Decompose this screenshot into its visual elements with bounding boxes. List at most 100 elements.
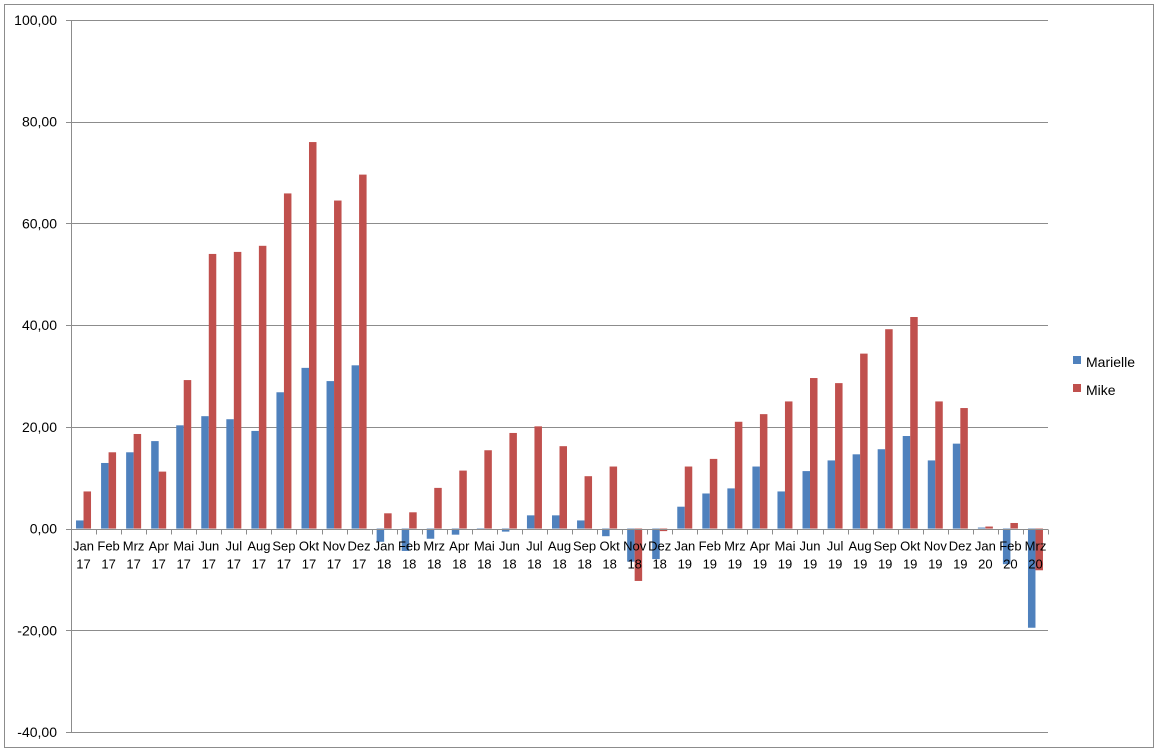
bar-marielle-20	[577, 520, 585, 529]
x-tick-label-year: 18	[377, 557, 391, 572]
bar-marielle-16	[476, 528, 485, 530]
bar-marielle-23	[652, 528, 660, 560]
bar-marielle-38	[1027, 528, 1036, 628]
x-tick-label-month: Jul	[526, 539, 543, 554]
x-tick-label-month: Jun	[198, 539, 219, 554]
bar-mike-9	[308, 142, 317, 529]
x-tick-label-month: Apr	[149, 539, 170, 554]
bar-mike-12	[384, 513, 392, 529]
x-tick-label-year: 18	[527, 557, 541, 572]
bar-marielle-19	[552, 515, 560, 529]
bars	[76, 142, 1043, 628]
bar-marielle-3	[151, 441, 159, 529]
x-tick-label-month: Jun	[800, 539, 821, 554]
x-tick-label-month: Okt	[900, 539, 921, 554]
x-tick-label-month: Jan	[975, 539, 996, 554]
x-tick-label-year: 19	[903, 557, 917, 572]
x-tick-label-month: Mrz	[423, 539, 445, 554]
x-tick-label-year: 20	[1003, 557, 1017, 572]
legend-swatch-mike	[1073, 384, 1081, 392]
x-tick-label-month: Jan	[73, 539, 94, 554]
legend-swatch-marielle	[1073, 356, 1081, 364]
chart-frame	[4, 4, 1154, 748]
x-tick-label-month: Mrz	[123, 539, 145, 554]
bar-mike-10	[334, 200, 342, 529]
x-tick-label-year: 19	[878, 557, 892, 572]
x-tick-label-year: 19	[928, 557, 942, 572]
x-tick-label-month: Jan	[674, 539, 695, 554]
x-tick-label-month: Okt	[599, 539, 620, 554]
bar-mike-34	[935, 401, 943, 529]
bar-marielle-33	[902, 436, 911, 529]
bar-mike-1	[108, 452, 117, 529]
x-tick-label-year: 18	[502, 557, 516, 572]
x-tick-label-month: Mrz	[724, 539, 746, 554]
bar-mike-27	[759, 414, 768, 529]
bar-mike-3	[158, 471, 167, 529]
bar-marielle-9	[301, 367, 309, 529]
axes	[66, 20, 1049, 733]
x-tick-label-year: 19	[703, 557, 717, 572]
bar-mike-37	[1010, 522, 1018, 529]
x-tick-label-year: 19	[753, 557, 767, 572]
bar-marielle-32	[877, 449, 886, 529]
x-tick-label-year: 20	[978, 557, 992, 572]
bar-marielle-11	[351, 365, 360, 529]
bar-mike-31	[860, 353, 868, 529]
bar-mike-24	[684, 466, 693, 529]
bar-marielle-29	[802, 471, 811, 529]
gridlines	[71, 20, 1048, 733]
x-tick-label-month: Nov	[322, 539, 346, 554]
bar-mike-18	[534, 426, 542, 529]
x-tick-label-month: Jan	[374, 539, 395, 554]
x-tick-label-year: 18	[477, 557, 491, 572]
x-tick-label-month: Apr	[750, 539, 771, 554]
x-tick-label-month: Jul	[827, 539, 844, 554]
bar-marielle-17	[501, 528, 510, 532]
y-tick-label: 60,00	[22, 215, 57, 231]
bar-marielle-35	[952, 443, 961, 529]
x-tick-label-year: 18	[627, 557, 641, 572]
x-tick-label-month: Nov	[924, 539, 948, 554]
bar-marielle-25	[702, 493, 710, 529]
x-tick-label-month: Feb	[97, 539, 119, 554]
bar-marielle-34	[927, 460, 936, 529]
bar-mike-21	[609, 466, 618, 529]
x-tick-label-year: 17	[76, 557, 90, 572]
bar-marielle-24	[677, 506, 685, 529]
y-tick-label: 80,00	[22, 114, 57, 130]
x-tick-label-month: Dez	[348, 539, 371, 554]
x-tick-label-year: 19	[778, 557, 792, 572]
x-tick-label-year: 17	[252, 557, 266, 572]
x-tick-label-year: 20	[1028, 557, 1042, 572]
bar-mike-19	[559, 446, 567, 529]
x-tick-label-year: 17	[202, 557, 216, 572]
bar-marielle-2	[126, 452, 134, 529]
bar-mike-32	[885, 329, 893, 529]
bar-mike-38	[1035, 528, 1043, 571]
bar-mike-13	[409, 512, 417, 529]
bar-mike-30	[835, 383, 843, 529]
y-tick-label: 20,00	[22, 419, 57, 435]
y-tick-label: -40,00	[17, 724, 57, 740]
x-tick-label-year: 17	[227, 557, 241, 572]
x-tick-label-year: 17	[352, 557, 366, 572]
bar-marielle-21	[602, 528, 610, 537]
x-tick-label-year: 19	[803, 557, 817, 572]
x-tick-label-month: Mai	[474, 539, 495, 554]
x-tick-label-year: 18	[577, 557, 591, 572]
bar-mike-17	[509, 432, 517, 529]
x-tick-label-month: Nov	[623, 539, 647, 554]
x-tick-label-month: Aug	[247, 539, 270, 554]
legend-label-marielle: Marielle	[1086, 354, 1135, 370]
x-tick-label-year: 17	[126, 557, 140, 572]
bar-marielle-14	[426, 528, 435, 539]
bar-marielle-13	[401, 528, 410, 551]
bar-marielle-26	[727, 488, 735, 529]
x-tick-label-month: Aug	[849, 539, 872, 554]
y-tick-label: -20,00	[17, 622, 57, 638]
bar-marielle-7	[251, 430, 259, 529]
bar-marielle-28	[777, 491, 785, 529]
bar-mike-33	[910, 317, 918, 529]
bar-marielle-1	[101, 462, 109, 529]
